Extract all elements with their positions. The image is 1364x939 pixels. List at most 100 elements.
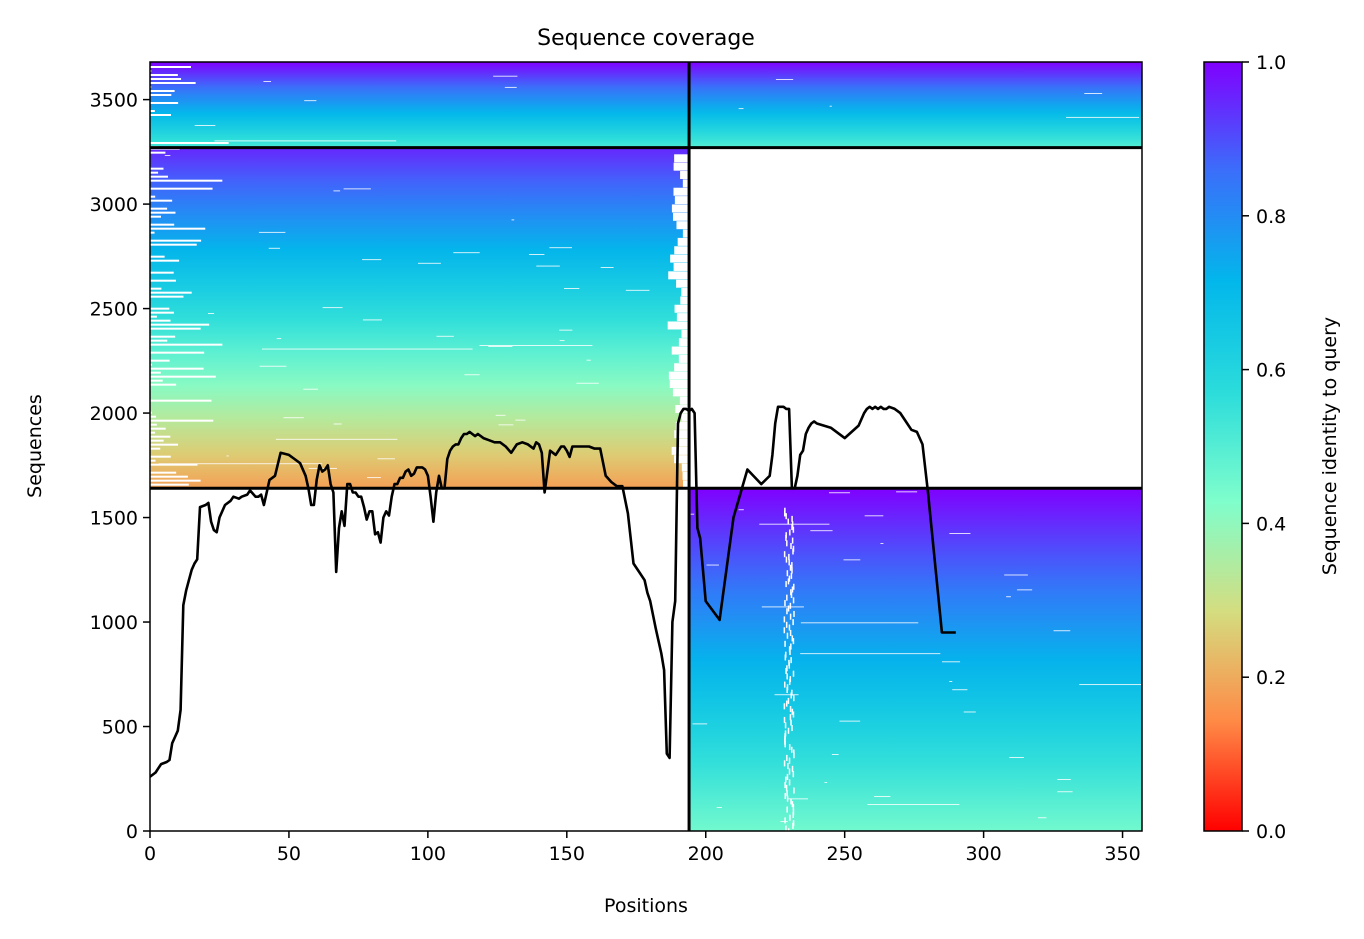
x-tick-label: 350 [1104, 843, 1140, 865]
coverage-gap [789, 529, 791, 536]
coverage-gap [867, 804, 960, 805]
coverage-gap [226, 455, 229, 457]
coverage-gap [706, 564, 719, 566]
coverage-gap [784, 640, 786, 647]
coverage-gap [681, 288, 704, 297]
x-tick-label: 0 [144, 843, 156, 865]
coverage-gap [150, 207, 168, 210]
coverage-gap [1053, 630, 1071, 632]
coverage-gap [150, 475, 188, 478]
coverage-gap [785, 581, 787, 588]
coverage-gap [150, 335, 176, 338]
coverage-gap [150, 343, 223, 346]
x-tick-label: 250 [827, 843, 863, 865]
coverage-gap [792, 545, 795, 552]
coverage-gap [377, 458, 395, 460]
coverage-gap [789, 714, 792, 721]
coverage-gap [785, 668, 787, 675]
coverage-gap [786, 790, 788, 797]
coverage-gap [673, 187, 696, 196]
coverage-gap [150, 359, 170, 362]
coverage-gap [150, 259, 180, 262]
coverage-gap [150, 215, 161, 218]
coverage-gap [785, 621, 788, 628]
coverage-gap [586, 359, 591, 361]
coverage-gap [150, 110, 155, 112]
coverage-gap [164, 155, 171, 157]
coverage-gap [784, 730, 787, 737]
coverage-gap [536, 265, 560, 267]
coverage-gap [786, 665, 788, 672]
coverage-gap [1004, 574, 1028, 576]
coverage-gap [787, 727, 790, 734]
coverage-gap [738, 509, 744, 511]
coverage-gap [788, 624, 791, 631]
coverage-gap [150, 455, 171, 458]
coverage-gap [874, 796, 891, 797]
coverage-gap [214, 140, 397, 142]
x-tick-label: 300 [965, 843, 1001, 865]
x-axis: 0 50 100 150 200 250 300 350 [144, 831, 1141, 865]
coverage-gap [789, 629, 792, 636]
coverage-gap [679, 396, 703, 405]
coverage-gap [676, 279, 699, 288]
coverage-gap [787, 798, 808, 800]
coverage-gap [671, 204, 695, 213]
coverage-gap [786, 806, 788, 813]
coverage-gap [785, 831, 787, 837]
coverage-gap [791, 746, 793, 753]
coverage-gap [789, 602, 792, 609]
coverage-gap [674, 196, 698, 205]
coverage-gap [1009, 757, 1024, 758]
coverage-gap [792, 619, 794, 626]
coverage-gap [716, 807, 722, 808]
coverage-gap [681, 463, 705, 472]
coverage-gap [786, 608, 788, 615]
coverage-gap [150, 66, 191, 68]
heatmap-block-fill [689, 62, 1142, 148]
coverage-gap [843, 559, 861, 561]
coverage-gap [786, 594, 788, 601]
heatmap-block [689, 488, 1142, 831]
coverage-gap [785, 700, 788, 707]
coverage-gap [549, 247, 573, 249]
coverage-gap [362, 259, 382, 261]
coverage-gap [150, 211, 176, 214]
coverage-gap [788, 768, 791, 775]
coverage-gap [790, 589, 792, 596]
coverage-gap [774, 694, 799, 696]
coverage-gap [839, 720, 861, 722]
coverage-gap [150, 427, 166, 430]
coverage-gap [495, 414, 506, 416]
coverage-gap [150, 375, 216, 378]
coverage-gap [150, 423, 157, 426]
coverage-gap [783, 716, 786, 723]
coverage-gap [1006, 596, 1011, 598]
coverage-gap [738, 108, 744, 110]
coverage-gap [792, 803, 795, 810]
coverage-gap [669, 379, 692, 388]
coverage-gap [831, 754, 839, 755]
coverage-gap [261, 348, 473, 350]
coverage-gap [564, 287, 580, 289]
coverage-gap [667, 321, 690, 330]
coverage-gap [792, 638, 795, 645]
coverage-gap [150, 102, 179, 104]
coverage-gap [792, 771, 795, 778]
coverage-gap [789, 814, 791, 821]
coverage-gap [150, 439, 164, 442]
coverage-gap [671, 346, 694, 355]
coverage-gap [1037, 817, 1047, 819]
coverage-gap [790, 719, 792, 726]
coverage-gap [692, 723, 708, 725]
coverage-gap [791, 635, 794, 642]
heatmap-block-fill [150, 147, 690, 489]
coverage-gap [625, 289, 650, 291]
coverage-gap [761, 606, 804, 608]
coverage-gap [790, 798, 792, 805]
coverage-gap [784, 651, 787, 658]
coverage-gap [949, 533, 971, 534]
coverage-gap [150, 483, 189, 486]
coverage-gap [150, 479, 201, 482]
coverage-gap [504, 86, 517, 88]
